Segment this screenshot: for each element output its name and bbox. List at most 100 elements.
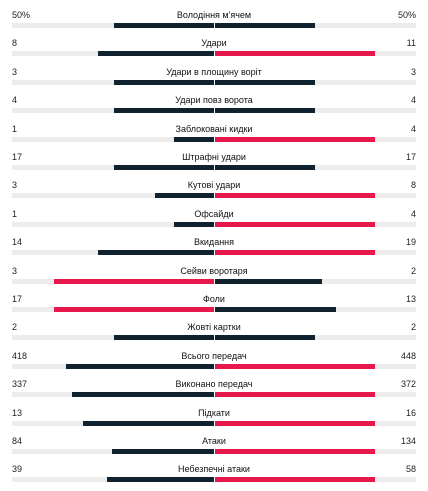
away-bar-track	[215, 449, 416, 454]
away-value: 11	[406, 38, 416, 49]
stat-row: 8 Удари 11	[0, 37, 428, 65]
away-bar	[215, 165, 315, 170]
home-bar	[174, 221, 214, 227]
away-bar	[215, 477, 375, 483]
away-bar-track	[215, 51, 416, 57]
away-bar	[215, 51, 375, 57]
home-bar-track	[12, 250, 214, 256]
away-value: 372	[400, 379, 416, 390]
stat-row: 3 Сейви воротаря 2	[0, 265, 428, 293]
away-bar-track	[215, 165, 416, 170]
away-bar-track	[215, 363, 416, 369]
stat-label: Володіння м'ячем	[176, 10, 252, 20]
home-bar-track	[12, 420, 214, 426]
away-value: 17	[405, 152, 416, 162]
away-bar	[215, 363, 375, 369]
stat-row: 39 Небезпечні атаки 58	[0, 463, 428, 491]
home-bar	[98, 250, 214, 256]
stat-label: Підкати	[198, 407, 230, 418]
away-bar	[215, 335, 315, 341]
stat-row: 3 Удари в площину воріт 3	[0, 66, 428, 94]
away-value: 4	[410, 123, 416, 134]
away-bar	[215, 221, 375, 227]
home-value: 4	[12, 95, 18, 106]
stat-row: 4 Удари повз ворота 4	[0, 94, 428, 122]
home-bar-track	[12, 307, 214, 312]
home-bar	[114, 335, 214, 341]
home-value: 2	[12, 322, 18, 333]
home-bar-track	[12, 165, 214, 170]
stat-label: Удари в площину воріт	[166, 66, 262, 77]
stat-label: Штрафні удари	[182, 152, 246, 162]
away-bar-track	[215, 307, 416, 312]
stat-label: Атаки	[202, 436, 226, 446]
stat-label: Кутові удари	[187, 180, 241, 191]
home-value: 17	[12, 294, 23, 304]
home-bar-track	[12, 392, 214, 398]
away-value: 3	[410, 66, 416, 77]
away-value: 8	[410, 180, 416, 191]
home-bar	[112, 449, 214, 454]
away-bar	[215, 278, 322, 284]
away-bar-track	[215, 477, 416, 483]
away-value: 16	[405, 407, 416, 418]
home-value: 50%	[12, 10, 31, 20]
home-bar-track	[12, 136, 214, 142]
away-bar	[215, 193, 375, 199]
away-bar-track	[215, 392, 416, 398]
stat-label: Всього передач	[181, 350, 247, 361]
away-bar-track	[215, 250, 416, 256]
away-bar-track	[215, 221, 416, 227]
stat-label: Офсайди	[194, 208, 234, 219]
away-bar	[215, 392, 375, 398]
stat-row: 50% Володіння м'ячем 50%	[0, 9, 428, 37]
away-bar	[215, 108, 315, 114]
home-bar-track	[12, 363, 214, 369]
stat-row: 337 Виконано передач 372	[0, 378, 428, 406]
home-bar-track	[12, 51, 214, 57]
home-value: 1	[12, 123, 18, 134]
home-bar	[54, 307, 214, 312]
home-value: 3	[12, 66, 18, 77]
stat-label: Удари	[201, 38, 227, 49]
away-value: 50%	[397, 10, 416, 20]
stat-row: 17 Штрафні удари 17	[0, 151, 428, 179]
stat-row: 1 Заблоковані кидки 4	[0, 123, 428, 151]
home-value: 418	[12, 350, 28, 361]
away-value: 134	[400, 436, 416, 446]
away-bar-track	[215, 108, 416, 114]
stat-row: 1 Офсайди 4	[0, 208, 428, 236]
stat-label: Удари повз ворота	[175, 95, 253, 106]
away-value: 4	[410, 208, 416, 219]
away-bar-track	[215, 278, 416, 284]
away-value: 2	[410, 265, 416, 276]
away-value: 2	[410, 322, 416, 333]
home-bar-track	[12, 477, 214, 483]
away-value: 13	[405, 294, 416, 304]
home-bar	[54, 278, 214, 284]
stat-label: Заблоковані кидки	[175, 123, 253, 134]
home-bar	[66, 363, 214, 369]
home-bar	[83, 420, 214, 426]
home-value: 13	[12, 407, 23, 418]
home-value: 1	[12, 208, 18, 219]
home-bar	[98, 51, 214, 57]
away-bar	[215, 23, 315, 28]
stat-label: Жовті картки	[187, 322, 241, 333]
away-bar-track	[215, 23, 416, 28]
stat-label: Виконано передач	[175, 379, 253, 390]
away-value: 19	[405, 237, 416, 248]
stat-label: Небезпечні атаки	[178, 464, 250, 475]
home-bar-track	[12, 278, 214, 284]
home-bar-track	[12, 449, 214, 454]
stat-label: Вкидання	[193, 237, 235, 248]
home-value: 3	[12, 265, 18, 276]
stat-row: 14 Вкидання 19	[0, 236, 428, 264]
away-bar	[215, 420, 375, 426]
home-value: 84	[12, 436, 23, 446]
home-value: 17	[12, 152, 23, 162]
away-bar-track	[215, 193, 416, 199]
stat-label: Фоли	[203, 294, 225, 304]
away-bar-track	[215, 335, 416, 341]
